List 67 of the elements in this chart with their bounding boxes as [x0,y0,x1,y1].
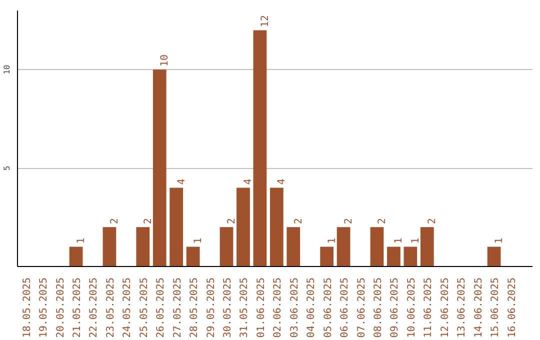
x-tick-label: 20.05.2025 [55,277,66,338]
x-tick-label: 31.05.2025 [239,277,250,338]
bar [370,227,384,266]
x-tick-label: 27.05.2025 [172,277,184,338]
x-tick-label: 09.06.2025 [390,277,401,338]
x-tick-label: 08.06.2025 [372,277,384,338]
bar [186,246,200,266]
y-tick-label: 5 [2,165,12,170]
x-tick-label: 22.05.2025 [88,277,100,338]
bar [102,227,116,266]
bar [152,70,166,266]
x-tick-label: 16.06.2025 [506,277,518,338]
bar [253,30,267,266]
bar [270,188,284,266]
x-tick-label: 23.05.2025 [105,277,116,338]
bar [320,246,334,266]
data-label: 2 [427,218,438,224]
x-tick-label: 11.06.2025 [423,277,434,338]
x-tick-label: 19.05.2025 [38,277,50,338]
bar [420,227,434,266]
data-label: 2 [142,218,154,224]
bar [387,246,400,266]
bar [136,227,150,266]
bar [236,188,250,266]
data-label: 1 [394,238,405,244]
data-label: 1 [410,238,422,244]
x-tick-label: 26.05.2025 [156,277,167,338]
bar [220,227,234,266]
x-tick-label: 04.06.2025 [306,277,318,338]
x-tick-label: 14.06.2025 [473,277,484,338]
x-tick-label: 18.05.2025 [22,277,33,338]
data-label: 1 [76,238,88,244]
x-tick-label: 25.05.2025 [138,277,150,338]
x-tick-label: 07.06.2025 [356,277,368,338]
bar [404,246,418,266]
data-label: 2 [344,218,355,224]
x-tick-label: 03.06.2025 [289,277,300,338]
x-tick-label: 06.06.2025 [340,277,351,338]
bar [286,227,300,266]
x-tick-label: 21.05.2025 [72,277,84,338]
data-label: 1 [193,238,204,244]
x-tick-label: 02.06.2025 [272,277,284,338]
x-tick-label: 12.06.2025 [440,277,451,338]
data-label: 10 [160,54,171,67]
x-tick-label: 13.06.2025 [456,277,468,338]
x-tick-label: 24.05.2025 [122,277,134,338]
data-label: 12 [260,15,271,28]
data-label: 4 [176,178,188,185]
x-tick-label: 30.05.2025 [222,277,234,338]
bar [336,227,350,266]
x-tick-label: 05.06.2025 [322,277,334,338]
bar [69,246,83,266]
data-label: 4 [276,178,288,185]
bar [487,246,501,266]
data-label: 2 [226,218,238,224]
data-label: 1 [494,238,506,244]
x-tick-label: 28.05.2025 [189,277,200,338]
data-label: 4 [243,178,254,185]
data-label: 2 [376,218,388,224]
x-tick-label: 15.06.2025 [490,277,502,338]
data-label: 2 [293,218,304,224]
x-tick-label: 29.05.2025 [206,277,217,338]
x-tick-label: 01.06.2025 [256,277,267,338]
data-label: 1 [326,238,338,244]
data-label: 2 [109,218,120,224]
x-tick-label: 10.06.2025 [406,277,418,338]
bar [170,188,184,266]
